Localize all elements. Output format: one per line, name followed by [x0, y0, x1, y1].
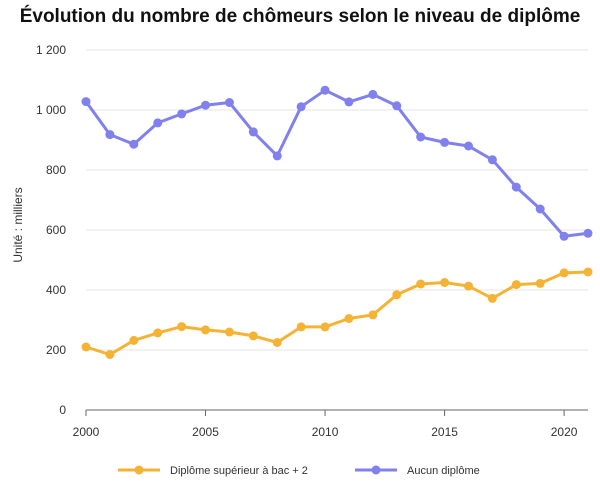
data-point[interactable]: [177, 109, 187, 119]
data-point[interactable]: [272, 338, 282, 347]
data-point[interactable]: [535, 204, 545, 214]
data-point[interactable]: [129, 139, 139, 149]
data-point[interactable]: [487, 155, 497, 165]
data-point[interactable]: [559, 268, 569, 278]
x-tick-label: 2005: [192, 425, 219, 439]
data-point[interactable]: [201, 325, 211, 335]
data-point[interactable]: [81, 342, 91, 352]
data-point[interactable]: [344, 314, 354, 323]
data-point[interactable]: [344, 97, 354, 107]
y-tick-label: 400: [46, 283, 66, 297]
x-tick-label: 2010: [312, 425, 339, 439]
y-tick-label: 800: [46, 163, 66, 177]
data-point[interactable]: [392, 101, 402, 111]
data-point[interactable]: [296, 102, 306, 112]
series-line: [84, 88, 589, 238]
data-point[interactable]: [487, 293, 497, 303]
data-point[interactable]: [583, 267, 593, 277]
legend-item-2[interactable]: Aucun diplôme: [355, 465, 480, 477]
series-line: [85, 270, 589, 356]
y-axis-label: Unité : milliers: [11, 187, 25, 262]
axes: 0 200 400 600 800 1 000 1 200 2000 2005 2010 2015 2…: [36, 43, 588, 439]
data-point[interactable]: [81, 97, 91, 107]
data-point[interactable]: [583, 228, 593, 238]
y-tick-label: 1 200: [36, 43, 66, 57]
data-point[interactable]: [296, 322, 306, 332]
data-point[interactable]: [320, 85, 330, 95]
data-point[interactable]: [177, 322, 187, 332]
y-tick-label: 0: [59, 403, 66, 417]
legend-swatch-marker: [371, 465, 381, 475]
chart-title: Évolution du nombre de chômeurs selon le…: [19, 6, 581, 27]
data-point[interactable]: [272, 151, 282, 161]
data-point[interactable]: [416, 279, 426, 289]
legend-swatch-marker: [134, 465, 144, 475]
data-point[interactable]: [440, 137, 450, 147]
x-tick-label: 2015: [431, 425, 458, 439]
data-point[interactable]: [129, 335, 139, 345]
series-1: [81, 267, 593, 359]
series-2: [81, 85, 593, 241]
y-tick-label: 1 000: [36, 103, 66, 117]
x-tick-label: 2020: [551, 425, 578, 439]
y-tick-label: 600: [46, 223, 66, 237]
data-point[interactable]: [368, 310, 378, 320]
data-point[interactable]: [511, 182, 521, 192]
data-point[interactable]: [416, 132, 426, 142]
legend-label: Aucun diplôme: [407, 465, 480, 477]
data-point[interactable]: [440, 278, 450, 287]
data-point[interactable]: [463, 281, 473, 291]
data-point[interactable]: [463, 141, 473, 151]
legend-item-1[interactable]: Diplôme supérieur à bac + 2: [118, 465, 308, 477]
data-point[interactable]: [201, 100, 211, 110]
data-point[interactable]: [105, 350, 115, 359]
data-point[interactable]: [105, 130, 115, 140]
data-point[interactable]: [392, 290, 402, 300]
data-point[interactable]: [153, 118, 163, 128]
data-point[interactable]: [248, 331, 258, 341]
data-point[interactable]: [511, 280, 521, 290]
data-point[interactable]: [224, 98, 234, 107]
data-point[interactable]: [248, 127, 258, 137]
legend-label: Diplôme supérieur à bac + 2: [170, 465, 308, 477]
series-group: [81, 85, 593, 359]
y-tick-label: 200: [46, 343, 66, 357]
grid-lines: [86, 49, 588, 351]
data-point[interactable]: [320, 322, 330, 332]
x-tick-label: 2000: [73, 425, 100, 439]
data-point[interactable]: [368, 89, 378, 99]
data-point[interactable]: [224, 327, 234, 337]
data-point[interactable]: [153, 328, 163, 338]
data-point[interactable]: [559, 231, 569, 241]
data-point[interactable]: [535, 278, 545, 288]
legend: Diplôme supérieur à bac + 2 Aucun diplôme: [118, 465, 480, 477]
